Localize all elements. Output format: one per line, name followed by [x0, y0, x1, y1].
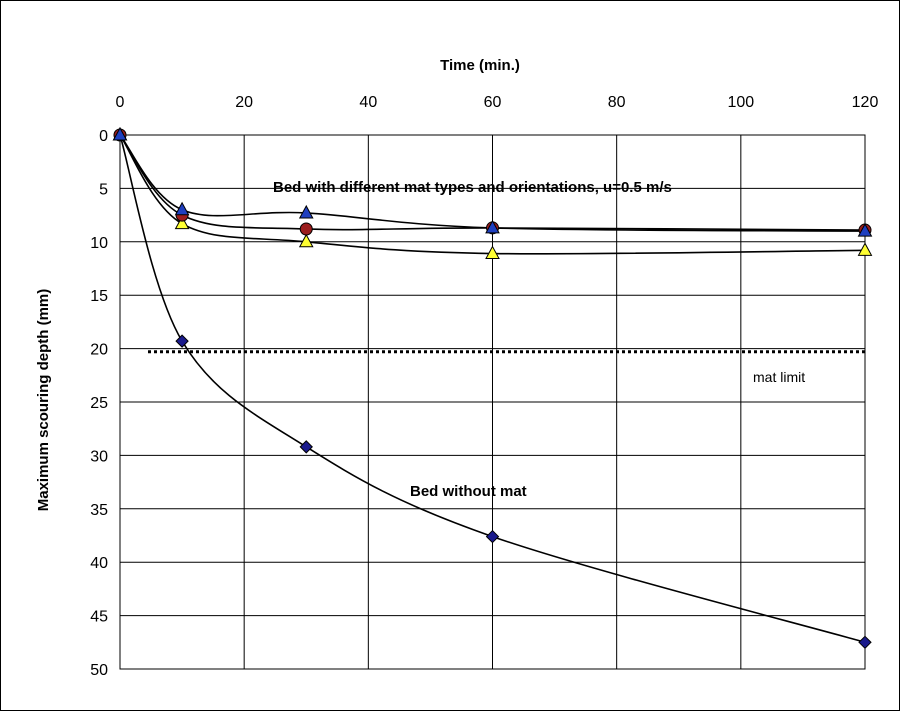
grid — [119, 134, 866, 670]
y-tick-label: 25 — [90, 395, 108, 412]
series-line-2 — [119, 134, 866, 255]
series-line-0 — [119, 134, 866, 232]
y-tick-label: 0 — [99, 128, 108, 145]
series-0-point — [174, 201, 190, 216]
series-3-point — [175, 334, 189, 348]
x-tick-label: 0 — [116, 94, 125, 111]
series-2-point — [485, 245, 500, 260]
y-axis-title: Maximum scouring depth (mm) — [35, 289, 52, 512]
series-0-point — [112, 126, 128, 141]
series-2-point — [174, 215, 190, 230]
series-3-point — [858, 635, 872, 650]
series-0-point — [857, 223, 873, 237]
x-tick-label: 40 — [359, 94, 377, 111]
series-0-point — [485, 219, 500, 234]
series-lines — [119, 134, 866, 644]
x-tick-label: 100 — [727, 94, 754, 111]
annotation-no-mat: Bed without mat — [410, 483, 527, 500]
y-tick-label: 45 — [90, 609, 108, 626]
y-tick-label: 10 — [90, 235, 108, 252]
y-tick-label: 30 — [90, 448, 108, 465]
series-3-point — [299, 440, 313, 454]
annotation-mat-beds: Bed with different mat types and orienta… — [273, 179, 672, 196]
series-2-point — [298, 233, 314, 248]
series-1-point — [299, 222, 313, 236]
y-tick-labels: 0 5 10 15 20 25 30 35 40 45 50 — [90, 128, 108, 679]
x-tick-label: 80 — [608, 94, 626, 111]
series-3-point — [485, 529, 500, 544]
y-tick-label: 20 — [90, 342, 108, 359]
x-tick-label: 120 — [852, 94, 879, 111]
plot-area — [119, 134, 866, 670]
x-tick-label: 20 — [235, 94, 253, 111]
y-tick-label: 5 — [99, 181, 108, 198]
x-axis-title: Time (min.) — [440, 57, 520, 74]
y-tick-label: 35 — [90, 502, 108, 519]
x-tick-label: 60 — [484, 94, 502, 111]
series-line-1 — [119, 134, 866, 231]
mat-limit-label: mat limit — [753, 369, 805, 385]
series-0-point — [298, 204, 314, 219]
x-tick-labels: 0 20 40 60 80 100 120 — [116, 94, 879, 111]
y-tick-label: 15 — [90, 288, 108, 305]
series-line-3 — [119, 134, 866, 644]
series-2-point — [857, 242, 873, 256]
y-tick-label: 40 — [90, 555, 108, 572]
y-tick-label: 50 — [90, 662, 108, 679]
series-markers — [112, 126, 873, 650]
